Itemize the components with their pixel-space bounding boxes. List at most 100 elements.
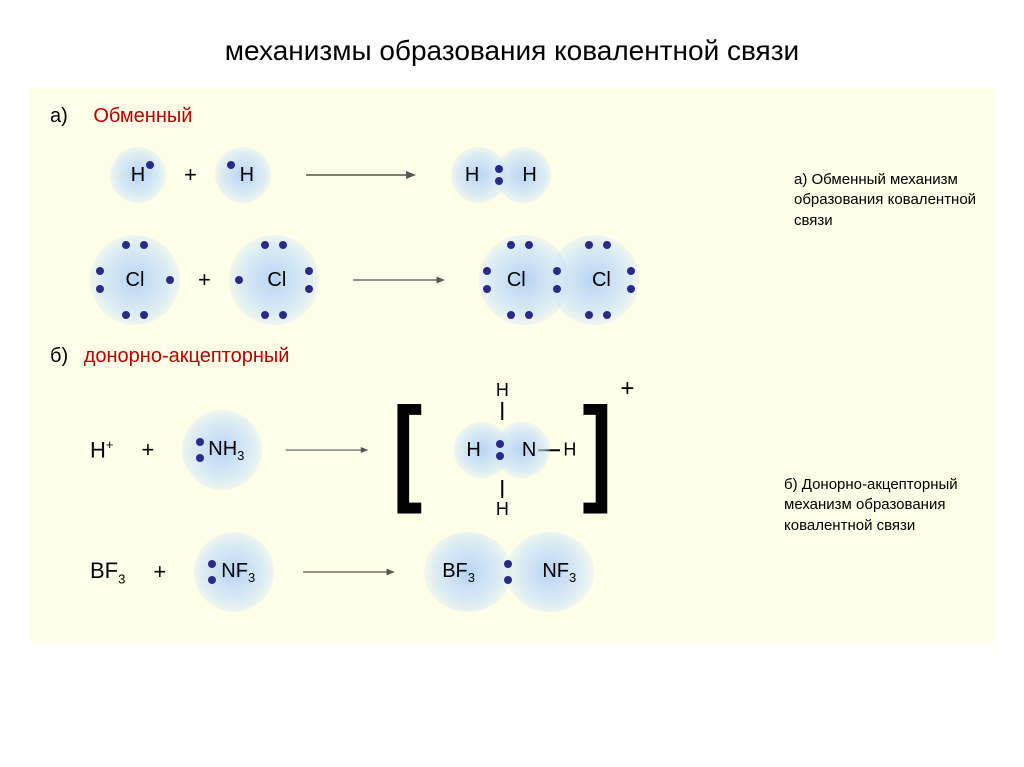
bond bbox=[502, 480, 504, 498]
row-nh4: H+ + NH3 [ H H H H bbox=[90, 380, 974, 520]
nf3-prod-sub: 3 bbox=[569, 570, 576, 585]
caption-b: б) Донорно-акцепторный механизм образова… bbox=[784, 475, 984, 536]
nf3-prod: NF3 bbox=[542, 560, 576, 585]
section-b-label: б) донорно-акцепторный bbox=[50, 345, 974, 368]
row-h2: H + H H H а) Обменный механизм образован… bbox=[110, 140, 974, 210]
electron bbox=[525, 241, 533, 249]
bf3: BF3 bbox=[90, 558, 125, 586]
plus-sign: + bbox=[141, 437, 154, 463]
electron bbox=[96, 285, 104, 293]
bond bbox=[502, 402, 504, 420]
bf3-bf: BF bbox=[90, 558, 118, 583]
nh3-nh: NH bbox=[208, 438, 237, 460]
molecule-nf3: NF3 bbox=[194, 532, 274, 612]
nh4-charge: + bbox=[620, 375, 634, 403]
atom-h-right: H bbox=[215, 147, 271, 203]
h-plus-charge: + bbox=[106, 437, 114, 452]
electron bbox=[603, 241, 611, 249]
caption-a: а) Обменный механизм образования ковален… bbox=[794, 170, 984, 231]
atom-cl-left: Cl bbox=[90, 235, 180, 325]
atom-h-label: H bbox=[522, 164, 536, 187]
nh4-h-bottom: H bbox=[496, 499, 509, 520]
electron bbox=[122, 241, 130, 249]
plus-sign: + bbox=[198, 267, 211, 293]
nh3-sub: 3 bbox=[237, 448, 244, 463]
electron bbox=[140, 241, 148, 249]
arrow bbox=[282, 440, 372, 460]
bf3-prod-sub: 3 bbox=[468, 570, 475, 585]
arrow bbox=[299, 562, 399, 582]
electron bbox=[603, 311, 611, 319]
electron bbox=[627, 285, 635, 293]
nh3-label: NH3 bbox=[208, 438, 244, 463]
atom-cl-label: Cl bbox=[267, 269, 286, 292]
section-b-name: донорно-акцепторный bbox=[84, 345, 290, 367]
electron bbox=[305, 267, 313, 275]
molecule-bf3nf3: BF3 NF3 bbox=[424, 532, 594, 612]
nh4-n: N bbox=[522, 439, 536, 462]
electron bbox=[227, 161, 235, 169]
atom-cl-right: Cl bbox=[229, 235, 319, 325]
nf3-prod-nf: NF bbox=[542, 560, 569, 582]
nh4-center: H N bbox=[454, 420, 550, 480]
atom-h-label: H bbox=[131, 164, 145, 187]
electron bbox=[483, 285, 491, 293]
electron bbox=[525, 311, 533, 319]
electron bbox=[553, 267, 561, 275]
electron bbox=[507, 241, 515, 249]
atom-cl-label: Cl bbox=[126, 269, 145, 292]
electron bbox=[627, 267, 635, 275]
electron bbox=[235, 276, 243, 284]
bf3-sub: 3 bbox=[118, 571, 125, 586]
nh4-h-top: H bbox=[496, 380, 509, 401]
row-cl2: Cl + Cl Cl Cl bbox=[90, 235, 974, 325]
electron bbox=[585, 241, 593, 249]
electron bbox=[146, 161, 154, 169]
electron bbox=[507, 311, 515, 319]
atom-h-label: H bbox=[465, 164, 479, 187]
nf3-label: NF3 bbox=[221, 560, 255, 585]
section-b-letter: б) bbox=[50, 345, 68, 367]
electron bbox=[495, 165, 503, 173]
electron bbox=[305, 285, 313, 293]
arrow bbox=[349, 270, 449, 290]
electron bbox=[483, 267, 491, 275]
h-plus: H+ bbox=[90, 437, 113, 463]
electron bbox=[96, 267, 104, 275]
plus-sign: + bbox=[153, 559, 166, 585]
arrow bbox=[301, 165, 421, 185]
electron bbox=[140, 311, 148, 319]
electron bbox=[122, 311, 130, 319]
nf3-nf: NF bbox=[221, 560, 248, 582]
section-a-name: Обменный bbox=[93, 105, 192, 127]
electron bbox=[495, 177, 503, 185]
h-plus-h: H bbox=[90, 437, 106, 462]
diagram-panel: а) Обменный H + H H H а) Обменный механи… bbox=[30, 87, 994, 644]
molecule-nh4: H H H H N bbox=[422, 380, 582, 520]
section-a-label: а) Обменный bbox=[50, 105, 974, 128]
molecule-h2: H H bbox=[451, 147, 551, 203]
nf3-sub: 3 bbox=[248, 570, 255, 585]
electron bbox=[261, 311, 269, 319]
electron bbox=[279, 241, 287, 249]
nh4-h-left: H bbox=[466, 439, 480, 462]
bf3-prod-bf: BF bbox=[442, 560, 468, 582]
atom-cl-label: Cl bbox=[507, 269, 526, 292]
bracket-left: [ bbox=[392, 392, 422, 509]
electron bbox=[166, 276, 174, 284]
electron bbox=[279, 311, 287, 319]
nh4-h-right: H bbox=[563, 440, 576, 461]
section-a-letter: а) bbox=[50, 105, 68, 127]
bf3-prod: BF3 bbox=[442, 560, 475, 585]
molecule-cl2: Cl Cl bbox=[479, 235, 639, 325]
page-title: механизмы образования ковалентной связи bbox=[0, 0, 1024, 87]
row-bf3nf3: BF3 + NF3 BF3 NF3 bbox=[90, 532, 974, 612]
bracket-right: ] bbox=[582, 392, 612, 509]
atom-cl-label: Cl bbox=[592, 269, 611, 292]
electron bbox=[553, 285, 561, 293]
plus-sign: + bbox=[184, 162, 197, 188]
atom-h-label: H bbox=[240, 164, 254, 187]
atom-h-left: H bbox=[110, 147, 166, 203]
electron bbox=[261, 241, 269, 249]
molecule-nh3: NH3 bbox=[182, 410, 262, 490]
